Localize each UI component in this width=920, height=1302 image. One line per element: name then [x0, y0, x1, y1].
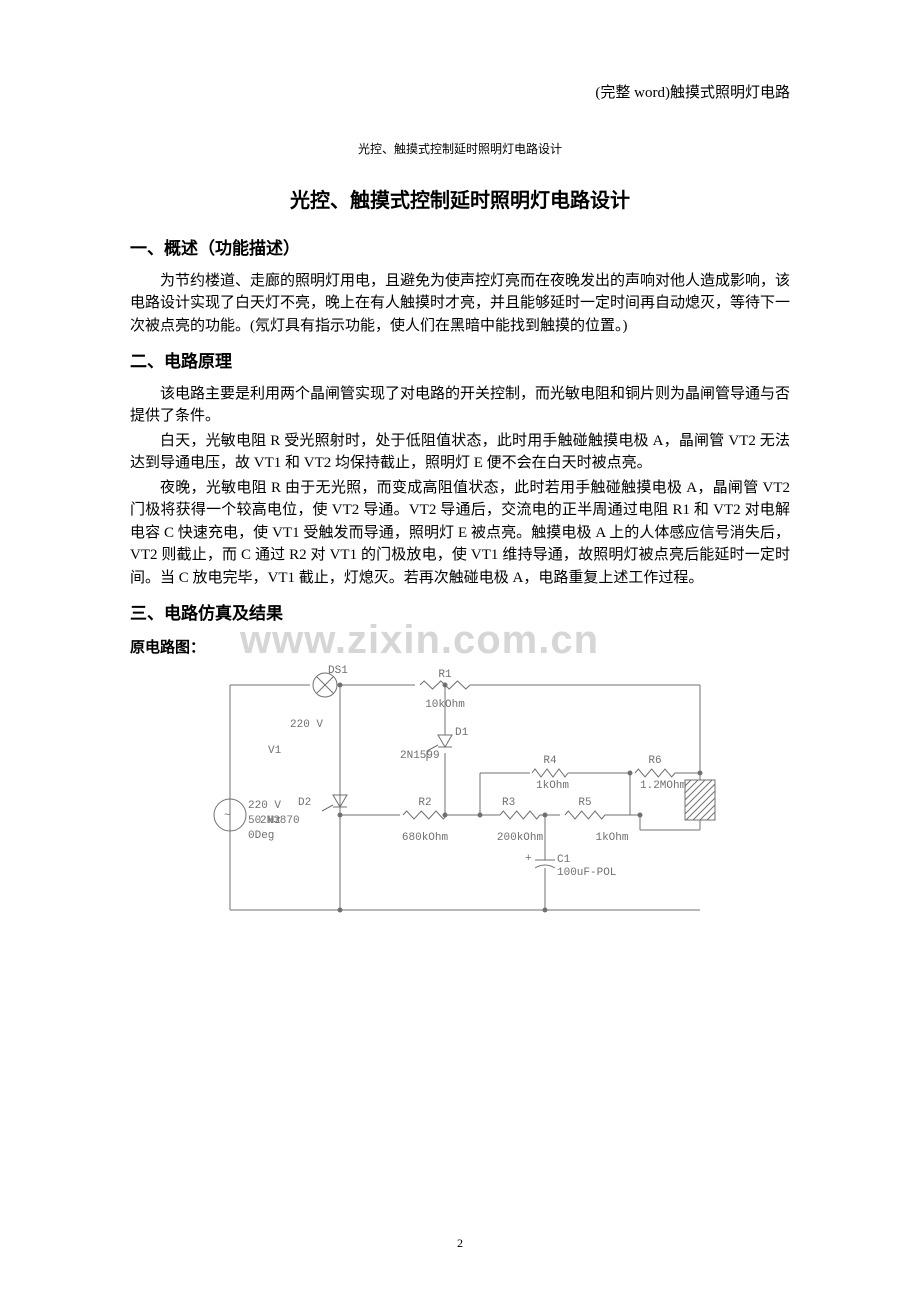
svg-text:1kOhm: 1kOhm — [595, 832, 628, 844]
svg-text:100uF-POL: 100uF-POL — [557, 867, 616, 879]
page-header-right: (完整 word)触摸式照明灯电路 — [595, 82, 790, 105]
section-2-heading: 二、电路原理 — [130, 349, 790, 375]
section-3-heading: 三、电路仿真及结果 — [130, 601, 790, 627]
svg-text:R6: R6 — [648, 755, 661, 767]
svg-text:1kOhm: 1kOhm — [536, 780, 569, 792]
svg-text:~: ~ — [224, 810, 231, 822]
svg-text:220 V: 220 V — [248, 800, 281, 812]
section-1-para: 为节约楼道、走廊的照明灯用电，且避免为使声控灯亮而在夜晚发出的声响对他人造成影响… — [130, 270, 790, 338]
svg-text:680kOhm: 680kOhm — [402, 832, 449, 844]
svg-text:1.2MOhm: 1.2MOhm — [640, 780, 687, 792]
svg-text:D2: D2 — [298, 797, 311, 809]
svg-text:200kOhm: 200kOhm — [497, 832, 544, 844]
svg-text:2N3870: 2N3870 — [260, 815, 300, 827]
running-title: 光控、触摸式控制延时照明灯电路设计 — [130, 140, 790, 158]
section-2-para-3: 夜晚，光敏电阻 R 由于无光照，而变成高阻值状态，此时若用手触碰触摸电极 A，晶… — [130, 477, 790, 590]
page-title: 光控、触摸式控制延时照明灯电路设计 — [130, 186, 790, 216]
svg-text:R1: R1 — [438, 669, 452, 681]
svg-text:0Deg: 0Deg — [248, 830, 274, 842]
section-2-para-1: 该电路主要是利用两个晶闸管实现了对电路的开关控制，而光敏电阻和铜片则为晶闸管导通… — [130, 383, 790, 428]
section-2-para-2: 白天，光敏电阻 R 受光照射时，处于低阻值状态，此时用手触碰触摸电极 A，晶闸管… — [130, 430, 790, 475]
svg-text:2N1599: 2N1599 — [400, 750, 440, 762]
svg-text:C1: C1 — [557, 854, 571, 866]
svg-text:R2: R2 — [418, 797, 431, 809]
svg-text:R3: R3 — [502, 797, 515, 809]
svg-text:R4: R4 — [543, 755, 557, 767]
svg-text:DS1: DS1 — [328, 665, 348, 677]
svg-text:+: + — [525, 853, 532, 865]
svg-text:D1: D1 — [455, 727, 469, 739]
svg-text:220 V: 220 V — [290, 719, 323, 731]
svg-text:R5: R5 — [578, 797, 591, 809]
section-1-heading: 一、概述（功能描述） — [130, 236, 790, 262]
page-number: 2 — [457, 1234, 463, 1252]
circuit-diagram: DS1R110kOhm220 V~V1220 V50 Hz0DegD22N387… — [200, 665, 790, 925]
svg-text:V1: V1 — [268, 745, 282, 757]
section-3-subheading: 原电路图： — [130, 637, 790, 660]
svg-text:10kOhm: 10kOhm — [425, 699, 465, 711]
